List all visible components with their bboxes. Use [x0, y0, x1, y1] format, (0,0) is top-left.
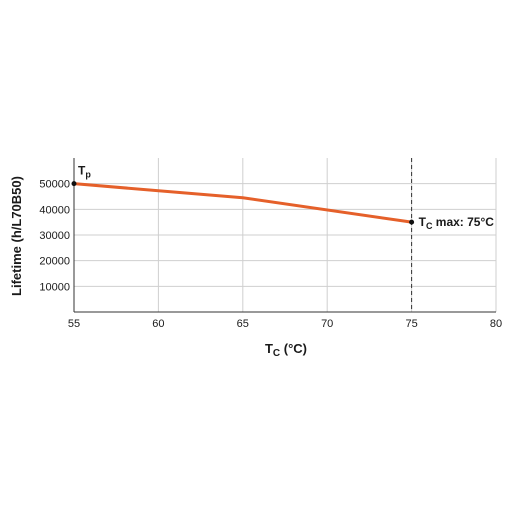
annotations: Tp TC max: 75°C	[78, 164, 494, 232]
series-line	[72, 182, 414, 224]
x-axis-title: TC (°C)	[265, 341, 307, 359]
y-tick-label: 40000	[39, 204, 70, 216]
data-point	[71, 181, 77, 187]
y-tick-label: 20000	[39, 256, 70, 268]
x-tick-label: 65	[237, 318, 249, 330]
x-tick-label: 55	[68, 318, 80, 330]
y-tick-label: 50000	[39, 179, 70, 191]
data-points	[71, 181, 415, 225]
y-tick-label: 30000	[39, 230, 70, 242]
x-tick-label: 60	[152, 318, 164, 330]
x-tick-label: 75	[405, 318, 417, 330]
x-tick-labels: 55 60 65 70 75 80	[68, 318, 502, 330]
x-tick-label: 80	[490, 318, 502, 330]
series-layer	[72, 182, 414, 224]
y-gridlines	[74, 183, 496, 287]
y-axis-title: Lifetime (h/L70B50)	[9, 176, 24, 296]
data-point	[409, 219, 415, 225]
y-tick-labels: 10000 20000 30000 40000 50000	[39, 179, 70, 294]
y-tick-label: 10000	[39, 281, 70, 293]
annotation-label: TC max: 75°C	[419, 215, 495, 231]
annotation-label: Tp	[78, 164, 91, 180]
x-tick-label: 70	[321, 318, 333, 330]
